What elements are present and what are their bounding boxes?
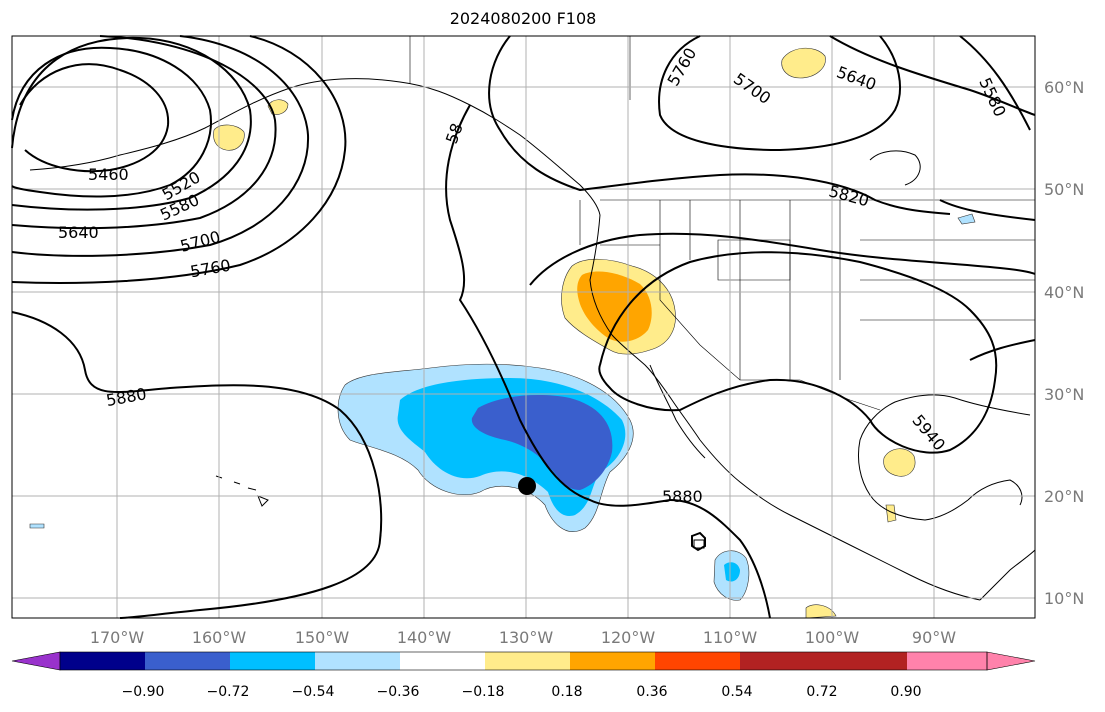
longitude-labels: 170°W 160°W 150°W 140°W 130°W 120°W 110°… — [90, 628, 956, 647]
political-borders — [409, 36, 1035, 411]
colorbar-segment — [655, 652, 740, 670]
colorbar-segment — [230, 652, 315, 670]
lon-label: 140°W — [397, 628, 452, 647]
lat-label: 50°N — [1044, 180, 1084, 199]
lon-label: 90°W — [912, 628, 956, 647]
lon-label: 120°W — [601, 628, 656, 647]
map-title: 2024080200 F108 — [449, 9, 597, 28]
map-background — [12, 36, 1035, 618]
contour-label-5460: 5460 — [88, 165, 129, 184]
colorbar-segment — [60, 652, 145, 670]
colorbar-tick: −0.54 — [292, 684, 335, 700]
colorbar-tick: 0.90 — [890, 684, 921, 700]
storm-marker — [518, 477, 536, 495]
lon-label: 160°W — [192, 628, 247, 647]
colorbar-tick: 0.36 — [636, 684, 667, 700]
lat-label: 10°N — [1044, 589, 1084, 608]
lon-label: 170°W — [90, 628, 145, 647]
colorbar-tick: 0.18 — [551, 684, 582, 700]
colorbar-segment — [400, 652, 485, 670]
colorbar-segment — [315, 652, 400, 670]
map-frame — [11, 35, 1036, 619]
positive-anomaly-mid — [577, 271, 652, 342]
colorbar-extend-left — [11, 651, 61, 671]
lon-label: 150°W — [295, 628, 350, 647]
colorbar-segment — [485, 652, 570, 670]
lon-label: 130°W — [499, 628, 554, 647]
colorbar-tick: 0.72 — [806, 684, 837, 700]
colorbar-tick: 0.54 — [721, 684, 752, 700]
colorbar: −0.90 −0.72 −0.54 −0.36 −0.18 0.18 0.36 … — [11, 651, 1036, 700]
colorbar-segment — [145, 652, 230, 670]
negative-anomaly-strong — [471, 395, 613, 490]
colorbar-tick: −0.36 — [377, 684, 420, 700]
lon-label: 110°W — [703, 628, 758, 647]
lat-label: 60°N — [1044, 78, 1084, 97]
colorbar-tick: −0.72 — [207, 684, 250, 700]
height-contours — [11, 35, 1036, 619]
lat-label: 30°N — [1044, 385, 1084, 404]
contour-label-5640: 5640 — [58, 223, 99, 242]
lon-label: 100°W — [805, 628, 860, 647]
latitude-labels: 60°N 50°N 40°N 30°N 20°N 10°N — [1044, 78, 1084, 608]
colorbar-segment — [825, 652, 907, 670]
colorbar-tick: −0.18 — [462, 684, 505, 700]
colorbar-segment — [740, 652, 825, 670]
colorbar-segment — [570, 652, 655, 670]
lat-label: 40°N — [1044, 283, 1084, 302]
lat-label: 20°N — [1044, 487, 1084, 506]
contour-label-5880-south: 5880 — [662, 487, 703, 506]
colorbar-tick: −0.90 — [122, 684, 165, 700]
gridlines — [12, 36, 1035, 618]
